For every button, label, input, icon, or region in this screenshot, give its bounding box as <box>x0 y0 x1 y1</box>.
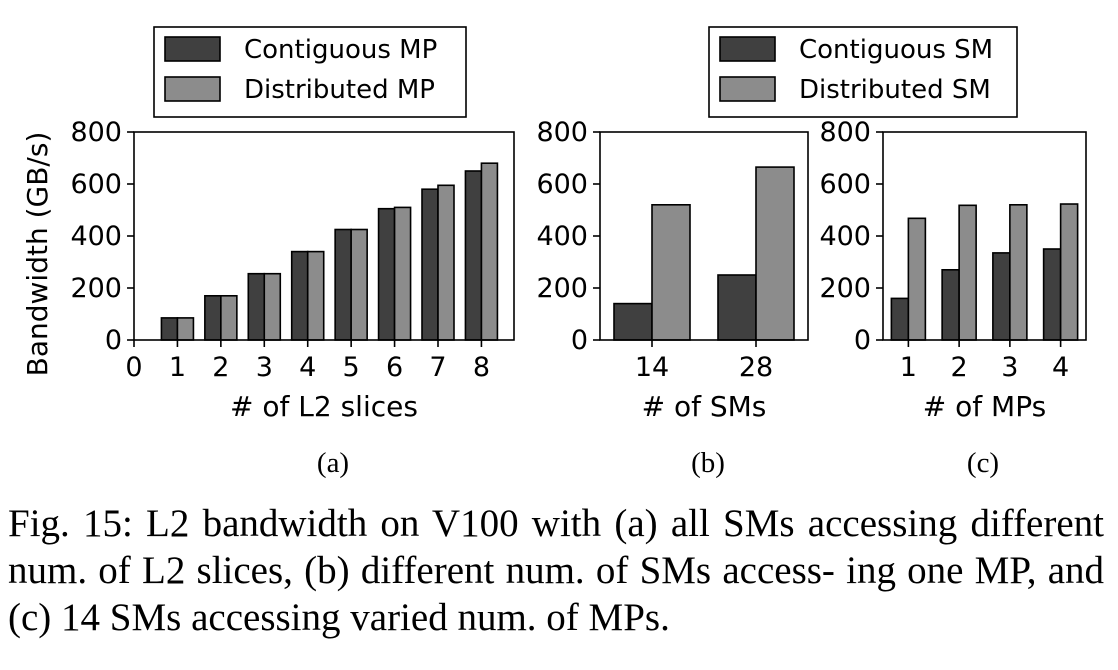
y-tick-label: 600 <box>70 169 122 200</box>
bar-contiguous <box>890 297 910 341</box>
panel-label: (b) <box>691 447 725 479</box>
x-tick-label: 28 <box>739 352 773 383</box>
bar-contiguous <box>421 188 439 341</box>
legend-swatch <box>719 76 776 102</box>
legend-label: Distributed MP <box>244 75 435 105</box>
y-tick-label: 0 <box>105 325 122 356</box>
bar-distributed <box>907 217 927 341</box>
bar-distributed <box>1059 203 1079 341</box>
bar-distributed <box>220 294 238 341</box>
x-tick-label: 6 <box>386 352 403 383</box>
x-tick-label: 1 <box>900 352 917 383</box>
bar-distributed <box>350 228 368 341</box>
legend-swatch <box>719 36 776 62</box>
figure-caption: Fig. 15: L2 bandwidth on V100 with (a) a… <box>8 502 1104 639</box>
bar-distributed <box>176 317 195 341</box>
bar-contiguous <box>464 170 483 341</box>
bar-contiguous <box>717 274 757 341</box>
bar-contiguous <box>160 317 179 341</box>
bar-contiguous <box>334 228 352 341</box>
x-tick-label: 1 <box>169 352 186 383</box>
bar-contiguous <box>290 250 309 341</box>
plot-frame <box>882 131 1087 341</box>
y-tick-label: 800 <box>536 117 588 148</box>
y-tick-label: 0 <box>854 325 871 356</box>
x-tick-label: 3 <box>256 352 273 383</box>
bar-contiguous <box>992 252 1011 341</box>
y-tick-label: 600 <box>536 169 588 200</box>
bar-distributed <box>480 162 499 341</box>
x-tick-label: 14 <box>635 352 669 383</box>
y-tick-label: 200 <box>819 273 871 304</box>
bar-contiguous <box>204 294 222 341</box>
bar-distributed <box>263 272 282 341</box>
x-tick-label: 3 <box>1001 352 1018 383</box>
bar-distributed <box>437 184 455 341</box>
x-axis-label: # of L2 slices <box>230 390 418 423</box>
bar-distributed <box>1009 204 1028 341</box>
y-tick-label: 800 <box>70 117 122 148</box>
y-tick-label: 400 <box>536 221 588 252</box>
legend-label: Contiguous SM <box>799 35 993 65</box>
y-tick-label: 0 <box>571 325 588 356</box>
bar-distributed <box>393 206 412 341</box>
x-tick-label: 4 <box>1052 352 1069 383</box>
bar-contiguous <box>1042 248 1062 341</box>
bar-contiguous <box>941 268 960 341</box>
y-tick-label: 200 <box>70 273 122 304</box>
panel-label: (c) <box>967 447 999 479</box>
y-tick-label: 400 <box>70 221 122 252</box>
panel-label: (a) <box>317 447 349 479</box>
bar-distributed <box>306 250 325 341</box>
legend-swatch <box>164 36 221 62</box>
x-tick-label: 7 <box>429 352 446 383</box>
x-axis-label: # of SMs <box>642 390 767 423</box>
x-tick-label: 8 <box>473 352 490 383</box>
x-tick-label: 5 <box>343 352 360 383</box>
x-tick-label: 2 <box>212 352 229 383</box>
y-tick-label: 800 <box>819 117 871 148</box>
x-tick-label: 4 <box>299 352 316 383</box>
legend-label: Distributed SM <box>799 75 991 105</box>
plot-frame <box>133 131 515 341</box>
plot-frame <box>599 131 809 341</box>
y-tick-label: 400 <box>819 221 871 252</box>
bar-distributed <box>651 204 691 341</box>
bar-distributed <box>958 204 977 341</box>
x-tick-label: 2 <box>951 352 968 383</box>
bar-contiguous <box>247 272 266 341</box>
y-tick-label: 200 <box>536 273 588 304</box>
x-axis-label: # of MPs <box>923 390 1046 423</box>
bar-distributed <box>755 166 795 341</box>
bar-contiguous <box>613 302 653 341</box>
y-axis-label: Bandwidth (GB/s) <box>21 132 54 377</box>
bar-contiguous <box>377 207 396 341</box>
y-tick-label: 600 <box>819 169 871 200</box>
legend-label: Contiguous MP <box>244 35 437 65</box>
legend-swatch <box>164 76 221 102</box>
x-tick-label: 0 <box>125 352 142 383</box>
